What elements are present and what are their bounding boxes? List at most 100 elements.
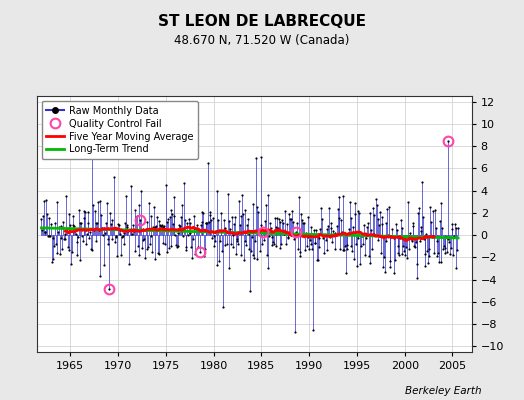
- Point: [325, 234, 334, 240]
- Point: [169, 213, 178, 220]
- Point: [169, 220, 177, 227]
- Point: [275, 216, 283, 222]
- Point: [40, 198, 48, 204]
- Point: [434, 250, 442, 256]
- Point: [379, 264, 387, 271]
- Point: [77, 220, 85, 226]
- Point: [51, 220, 59, 226]
- Point: [146, 233, 155, 240]
- Point: [168, 211, 176, 217]
- Point: [53, 199, 62, 205]
- Point: [74, 234, 82, 240]
- Point: [449, 226, 457, 232]
- Point: [201, 220, 210, 226]
- Point: [259, 237, 268, 243]
- Point: [264, 192, 272, 198]
- Point: [395, 252, 403, 258]
- Point: [405, 233, 413, 239]
- Text: 48.670 N, 71.520 W (Canada): 48.670 N, 71.520 W (Canada): [174, 34, 350, 47]
- Point: [444, 235, 453, 242]
- Point: [440, 243, 448, 250]
- Point: [98, 225, 106, 231]
- Point: [233, 238, 242, 244]
- Point: [318, 216, 326, 222]
- Point: [156, 222, 165, 229]
- Point: [324, 222, 332, 229]
- Point: [67, 260, 75, 267]
- Point: [54, 229, 62, 236]
- Point: [408, 238, 416, 244]
- Point: [143, 219, 151, 225]
- Point: [300, 231, 309, 238]
- Point: [125, 261, 133, 267]
- Point: [100, 224, 108, 231]
- Point: [354, 208, 362, 214]
- Point: [351, 211, 359, 218]
- Point: [287, 208, 296, 214]
- Point: [310, 227, 318, 233]
- Point: [213, 188, 221, 194]
- Point: [307, 224, 315, 230]
- Point: [357, 232, 366, 239]
- Point: [378, 214, 387, 220]
- Point: [327, 219, 335, 226]
- Point: [299, 220, 308, 226]
- Point: [276, 219, 284, 226]
- Point: [198, 218, 206, 225]
- Point: [322, 226, 331, 232]
- Point: [319, 234, 327, 241]
- Point: [206, 212, 214, 218]
- Point: [262, 202, 270, 208]
- Point: [202, 220, 211, 226]
- Point: [239, 211, 247, 218]
- Point: [159, 224, 168, 230]
- Point: [51, 241, 60, 248]
- Point: [115, 226, 124, 233]
- Point: [392, 227, 401, 233]
- Point: [257, 154, 266, 160]
- Point: [372, 196, 380, 202]
- Point: [60, 236, 68, 242]
- Point: [328, 239, 336, 245]
- Point: [232, 251, 240, 257]
- Point: [141, 255, 149, 261]
- Point: [234, 241, 243, 248]
- Point: [82, 241, 90, 247]
- Point: [171, 232, 180, 239]
- Point: [244, 246, 253, 252]
- Point: [441, 250, 450, 256]
- Point: [451, 221, 459, 228]
- Point: [299, 220, 307, 226]
- Point: [119, 241, 128, 247]
- Point: [108, 217, 116, 224]
- Point: [201, 245, 209, 252]
- Point: [390, 235, 399, 241]
- Point: [386, 264, 395, 270]
- Point: [311, 240, 319, 247]
- Point: [83, 220, 92, 226]
- Point: [227, 241, 235, 248]
- Point: [422, 230, 430, 237]
- Point: [228, 244, 237, 250]
- Point: [128, 230, 136, 237]
- Point: [432, 253, 441, 259]
- Point: [409, 220, 418, 226]
- Point: [41, 229, 50, 235]
- Point: [144, 244, 152, 250]
- Point: [210, 233, 219, 240]
- Point: [284, 234, 292, 241]
- Point: [423, 259, 432, 266]
- Legend: Raw Monthly Data, Quality Control Fail, Five Year Moving Average, Long-Term Tren: Raw Monthly Data, Quality Control Fail, …: [41, 101, 198, 159]
- Point: [429, 233, 438, 239]
- Point: [432, 224, 440, 231]
- Point: [163, 249, 171, 255]
- Point: [81, 209, 90, 216]
- Point: [362, 235, 370, 242]
- Point: [292, 229, 301, 236]
- Point: [271, 215, 279, 222]
- Point: [429, 208, 437, 214]
- Point: [219, 304, 227, 311]
- Point: [95, 227, 103, 233]
- Point: [46, 233, 54, 240]
- Text: Berkeley Earth: Berkeley Earth: [406, 386, 482, 396]
